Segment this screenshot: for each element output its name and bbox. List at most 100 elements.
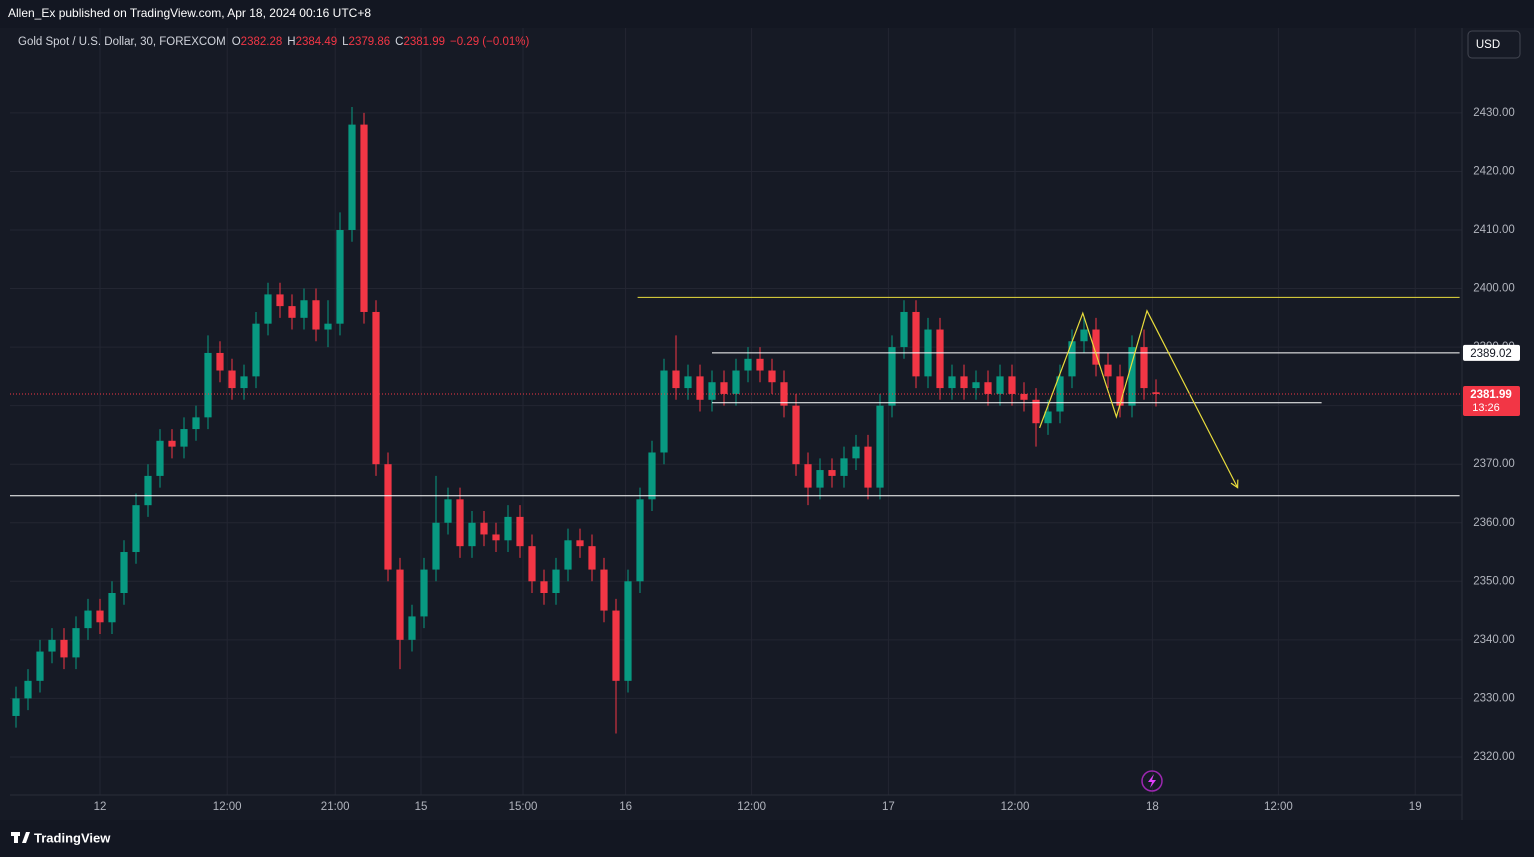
x-tick-label: 16 [619,801,632,813]
x-tick-label: 21:00 [321,801,350,813]
candle-body [144,475,152,506]
legend-field-label: C [395,36,403,48]
y-tick-label: 2360.00 [1473,517,1515,529]
candle-body [456,499,464,547]
candle-body [84,610,92,629]
candle-body [840,458,848,476]
candle-body [792,405,800,465]
legend-field-value: 2381.99 [403,36,445,48]
candle-body [1080,329,1088,342]
alert-icon[interactable] [1141,770,1163,792]
legend-symbol: Gold Spot / U.S. Dollar, 30, FOREXCOM [18,36,226,48]
candle-body [984,382,992,394]
candle-body [60,639,68,658]
level-label: 2389.02 [1470,348,1512,360]
y-tick-label: 2370.00 [1473,458,1515,470]
candle-body [408,616,416,640]
x-tick-label: 12:00 [1264,801,1293,813]
candle-body [576,540,584,547]
level-label-box [1463,344,1520,361]
x-tick-label: 15 [415,801,428,813]
candle-body [708,382,716,400]
candle-body [756,358,764,371]
candle-body [24,680,32,699]
candle-body [384,464,392,570]
candle-body [936,329,944,389]
candle-body [1128,347,1136,406]
candle-body [660,370,668,453]
x-tick-label: 12 [94,801,107,813]
arrow-head [1230,479,1239,489]
candle-body [336,229,344,324]
candle-body [972,382,980,389]
candle-body [396,569,404,640]
price-label: 2381.99 [1470,389,1512,401]
x-tick-label: 12:00 [1001,801,1030,813]
candle-body [888,347,896,406]
candle-body [216,352,224,371]
candle-body [600,569,608,611]
candle-body [672,370,680,389]
legend-field-label: O [232,36,241,48]
x-tick-label: 12:00 [213,801,242,813]
candle-body [612,610,620,681]
candle-body [492,534,500,541]
candle-body [72,628,80,658]
candle-body [648,452,656,500]
candle-body [960,376,968,389]
candle-body [696,376,704,400]
candle-body [300,300,308,318]
candle-body [48,639,56,652]
candle-body [564,540,572,570]
legend-field-value: 2379.86 [349,36,391,48]
candle-body [1068,341,1076,377]
y-tick-label: 2430.00 [1473,107,1515,119]
candle-body [108,593,116,623]
candle-body [912,311,920,377]
candle-body [360,124,368,312]
x-tick-label: 15:00 [509,801,538,813]
candle-body [348,124,356,230]
candle-body [468,522,476,547]
x-tick-label: 17 [882,801,895,813]
y-tick-label: 2320.00 [1473,751,1515,763]
legend-field-label: H [287,36,295,48]
candle-body [324,323,332,330]
candle-body [288,306,296,318]
candle-body [636,499,644,582]
candle-body [804,464,812,488]
candle-body [1092,329,1100,365]
candle-body [1140,347,1148,389]
candle-body [552,569,560,594]
currency[interactable]: USD [1476,39,1500,51]
candle-body [1008,376,1016,394]
brand: TradingView [34,830,111,845]
candle-body [264,294,272,324]
candle-body [312,300,320,330]
candle-body [120,552,128,594]
candle-body [192,417,200,430]
candle-body [276,294,284,307]
candle-body [1116,376,1124,406]
candle-body [180,429,188,447]
countdown: 13:26 [1472,402,1500,414]
candle-body [864,446,872,488]
candle-body [540,581,548,594]
top-bar [0,0,1534,28]
candle-body [1032,399,1040,424]
candle-body [420,569,428,617]
y-tick-label: 2400.00 [1473,283,1515,295]
candle-body [684,376,692,389]
legend-change: −0.29 (−0.01%) [450,36,529,48]
publisher: Allen_Ex published on TradingView.com, A… [8,6,371,20]
brand-logo [11,832,30,843]
currency-button[interactable] [1467,30,1521,59]
candle-body [516,516,524,547]
candle-body [828,470,836,476]
candle-body [12,698,20,716]
candle-body [432,522,440,570]
legend-field-value: 2382.28 [241,36,283,48]
candle-body [900,311,908,348]
candle-body [1044,411,1052,424]
